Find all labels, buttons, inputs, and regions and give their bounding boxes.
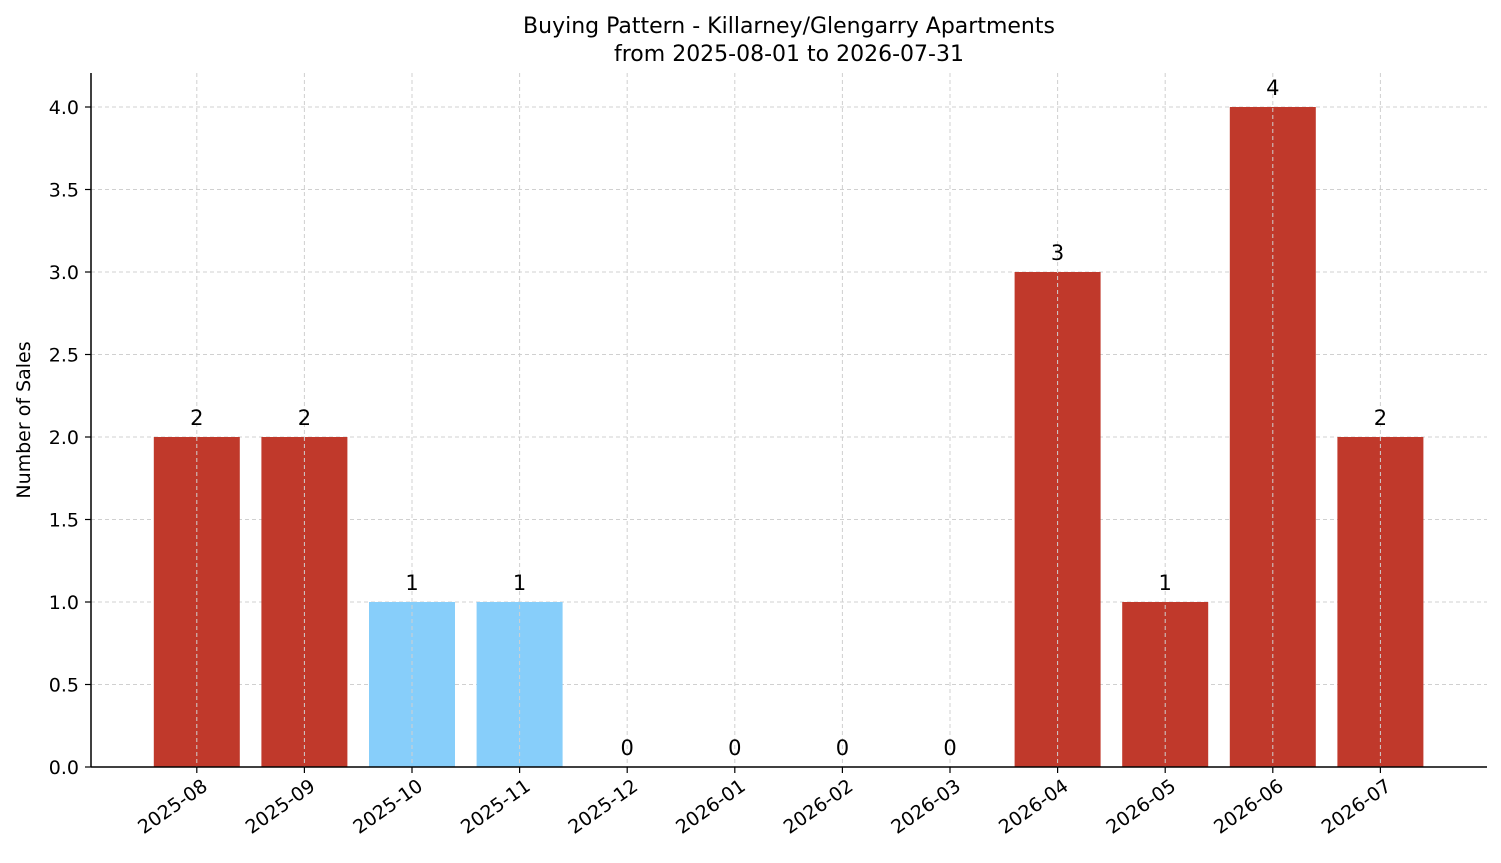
y-tick-label: 2.0 xyxy=(49,427,79,449)
y-tick-label: 2.5 xyxy=(49,345,79,367)
chart-subtitle: from 2025-08-01 to 2026-07-31 xyxy=(614,42,964,67)
x-tick-label: 2026-02 xyxy=(780,775,858,839)
y-axis-label: Number of Sales xyxy=(13,341,35,498)
data-labels-layer: 2 2 1 1 0 0 0 0 3 1 4 2 xyxy=(190,76,1387,760)
x-tick-label: 2026-07 xyxy=(1318,775,1396,839)
x-tick-label: 2025-08 xyxy=(134,775,212,839)
y-tick-label: 1.5 xyxy=(49,510,79,532)
bar-data-label: 2 xyxy=(1374,406,1387,430)
bar-data-label: 1 xyxy=(513,571,526,595)
x-tick-label: 2026-01 xyxy=(672,775,750,839)
y-tick-label: 3.0 xyxy=(49,262,79,284)
bar-data-label: 0 xyxy=(621,736,634,760)
y-tick-label: 0.5 xyxy=(49,675,79,697)
bar-data-label: 2 xyxy=(298,406,311,430)
x-tick-label: 2026-06 xyxy=(1210,775,1288,839)
x-tick-label: 2025-11 xyxy=(457,775,535,839)
axes-layer xyxy=(90,73,1487,768)
y-tick-label: 0.0 xyxy=(49,757,79,779)
y-ticks-layer: 0.0 0.5 1.0 1.5 2.0 2.5 3.0 3.5 4.0 xyxy=(49,97,91,779)
bar-data-label: 0 xyxy=(836,736,849,760)
bar-data-label: 4 xyxy=(1266,76,1279,100)
bar-data-label: 0 xyxy=(728,736,741,760)
x-tick-label: 2025-10 xyxy=(349,775,427,839)
bars-layer xyxy=(153,107,1424,767)
x-tick-label: 2025-09 xyxy=(242,775,320,839)
y-tick-label: 3.5 xyxy=(49,180,79,202)
bar-data-label: 1 xyxy=(1159,571,1172,595)
x-ticks-layer: 2025-08 2025-09 2025-10 2025-11 2025-12 2026-… xyxy=(134,767,1395,839)
bar-data-label: 3 xyxy=(1051,241,1064,265)
bar-data-label: 1 xyxy=(405,571,418,595)
y-tick-label: 1.0 xyxy=(49,592,79,614)
x-tick-label: 2026-05 xyxy=(1102,775,1180,839)
x-tick-label: 2025-12 xyxy=(564,775,642,839)
y-tick-label: 4.0 xyxy=(49,97,79,119)
vertical-grid-layer xyxy=(196,73,1381,767)
bar-data-label: 0 xyxy=(943,736,956,760)
x-tick-label: 2026-04 xyxy=(995,775,1073,839)
chart-title: Buying Pattern - Killarney/Glengarry Apa… xyxy=(523,14,1055,39)
x-tick-label: 2026-03 xyxy=(887,775,965,839)
chart-title-group: Buying Pattern - Killarney/Glengarry Apa… xyxy=(523,14,1055,67)
bar-data-label: 2 xyxy=(190,406,203,430)
